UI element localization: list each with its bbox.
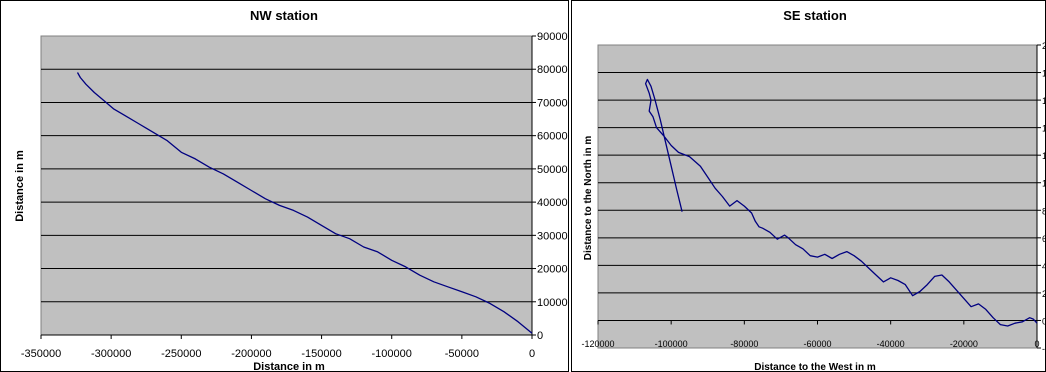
y-tick-label: 60000 (537, 131, 568, 143)
x-tick-label: -50000 (445, 348, 479, 360)
x-tick-label: -20000 (950, 339, 978, 349)
series-line (76, 72, 533, 334)
x-tick-label: -300000 (91, 348, 131, 360)
nw-chart-panel: NW station Distance in m Distance in m 0… (0, 0, 569, 372)
y-tick-label: 2000 (1042, 289, 1046, 299)
x-tick-label: -200000 (231, 348, 271, 360)
x-tick-label: -350000 (21, 348, 61, 360)
x-tick-label: -100000 (372, 348, 412, 360)
y-tick-label: 80000 (537, 64, 568, 76)
y-tick-label: 8000 (1042, 206, 1046, 216)
nw-chart: NW station Distance in m Distance in m 0… (14, 8, 568, 372)
y-tick-label: 0 (1042, 316, 1046, 326)
x-tick-label: -150000 (301, 348, 341, 360)
y-axis-label: Distance in m (14, 150, 26, 222)
y-tick-label: 90000 (537, 31, 568, 43)
y-tick-label: 10000 (1042, 179, 1046, 189)
x-tick-label: 0 (529, 348, 535, 360)
x-tick-label: -40000 (877, 339, 905, 349)
y-tick-label: 0 (537, 330, 543, 342)
se-chart-panel: SE station Distance to the West in m Dis… (571, 0, 1046, 372)
y-tick-label: 16000 (1042, 96, 1046, 106)
y-tick-label: 30000 (537, 230, 568, 242)
y-tick-label: 12000 (1042, 151, 1046, 161)
x-tick-label: -60000 (803, 339, 831, 349)
plot-area (40, 35, 533, 336)
series-line (644, 78, 1038, 327)
y-tick-label: 20000 (537, 264, 568, 276)
plot-area (597, 44, 1038, 349)
y-tick-label: 4000 (1042, 261, 1046, 271)
x-axis-label: Distance to the West in m (754, 362, 876, 372)
y-tick-label: 70000 (537, 97, 568, 109)
x-tick-label: -100000 (655, 339, 688, 349)
y-tick-label: 6000 (1042, 234, 1046, 244)
x-axis-label: Distance in m (253, 361, 325, 372)
y-tick-label: -2000 (1042, 344, 1046, 354)
x-tick-label: -120000 (581, 339, 614, 349)
chart-title: SE station (783, 8, 847, 23)
y-tick-label: 50000 (537, 164, 568, 176)
x-tick-label: 0 (1034, 339, 1039, 349)
y-tick-label: 10000 (537, 297, 568, 309)
chart-title: NW station (250, 8, 318, 23)
se-chart: SE station Distance to the West in m Dis… (581, 8, 1046, 372)
x-tick-label: -80000 (730, 339, 758, 349)
x-tick-label: -250000 (161, 348, 201, 360)
y-tick-label: 14000 (1042, 124, 1046, 134)
y-tick-label: 40000 (537, 197, 568, 209)
y-tick-label: 18000 (1042, 69, 1046, 79)
y-axis-label: Distance to the North in m (583, 136, 594, 261)
y-tick-label: 20000 (1042, 41, 1046, 51)
